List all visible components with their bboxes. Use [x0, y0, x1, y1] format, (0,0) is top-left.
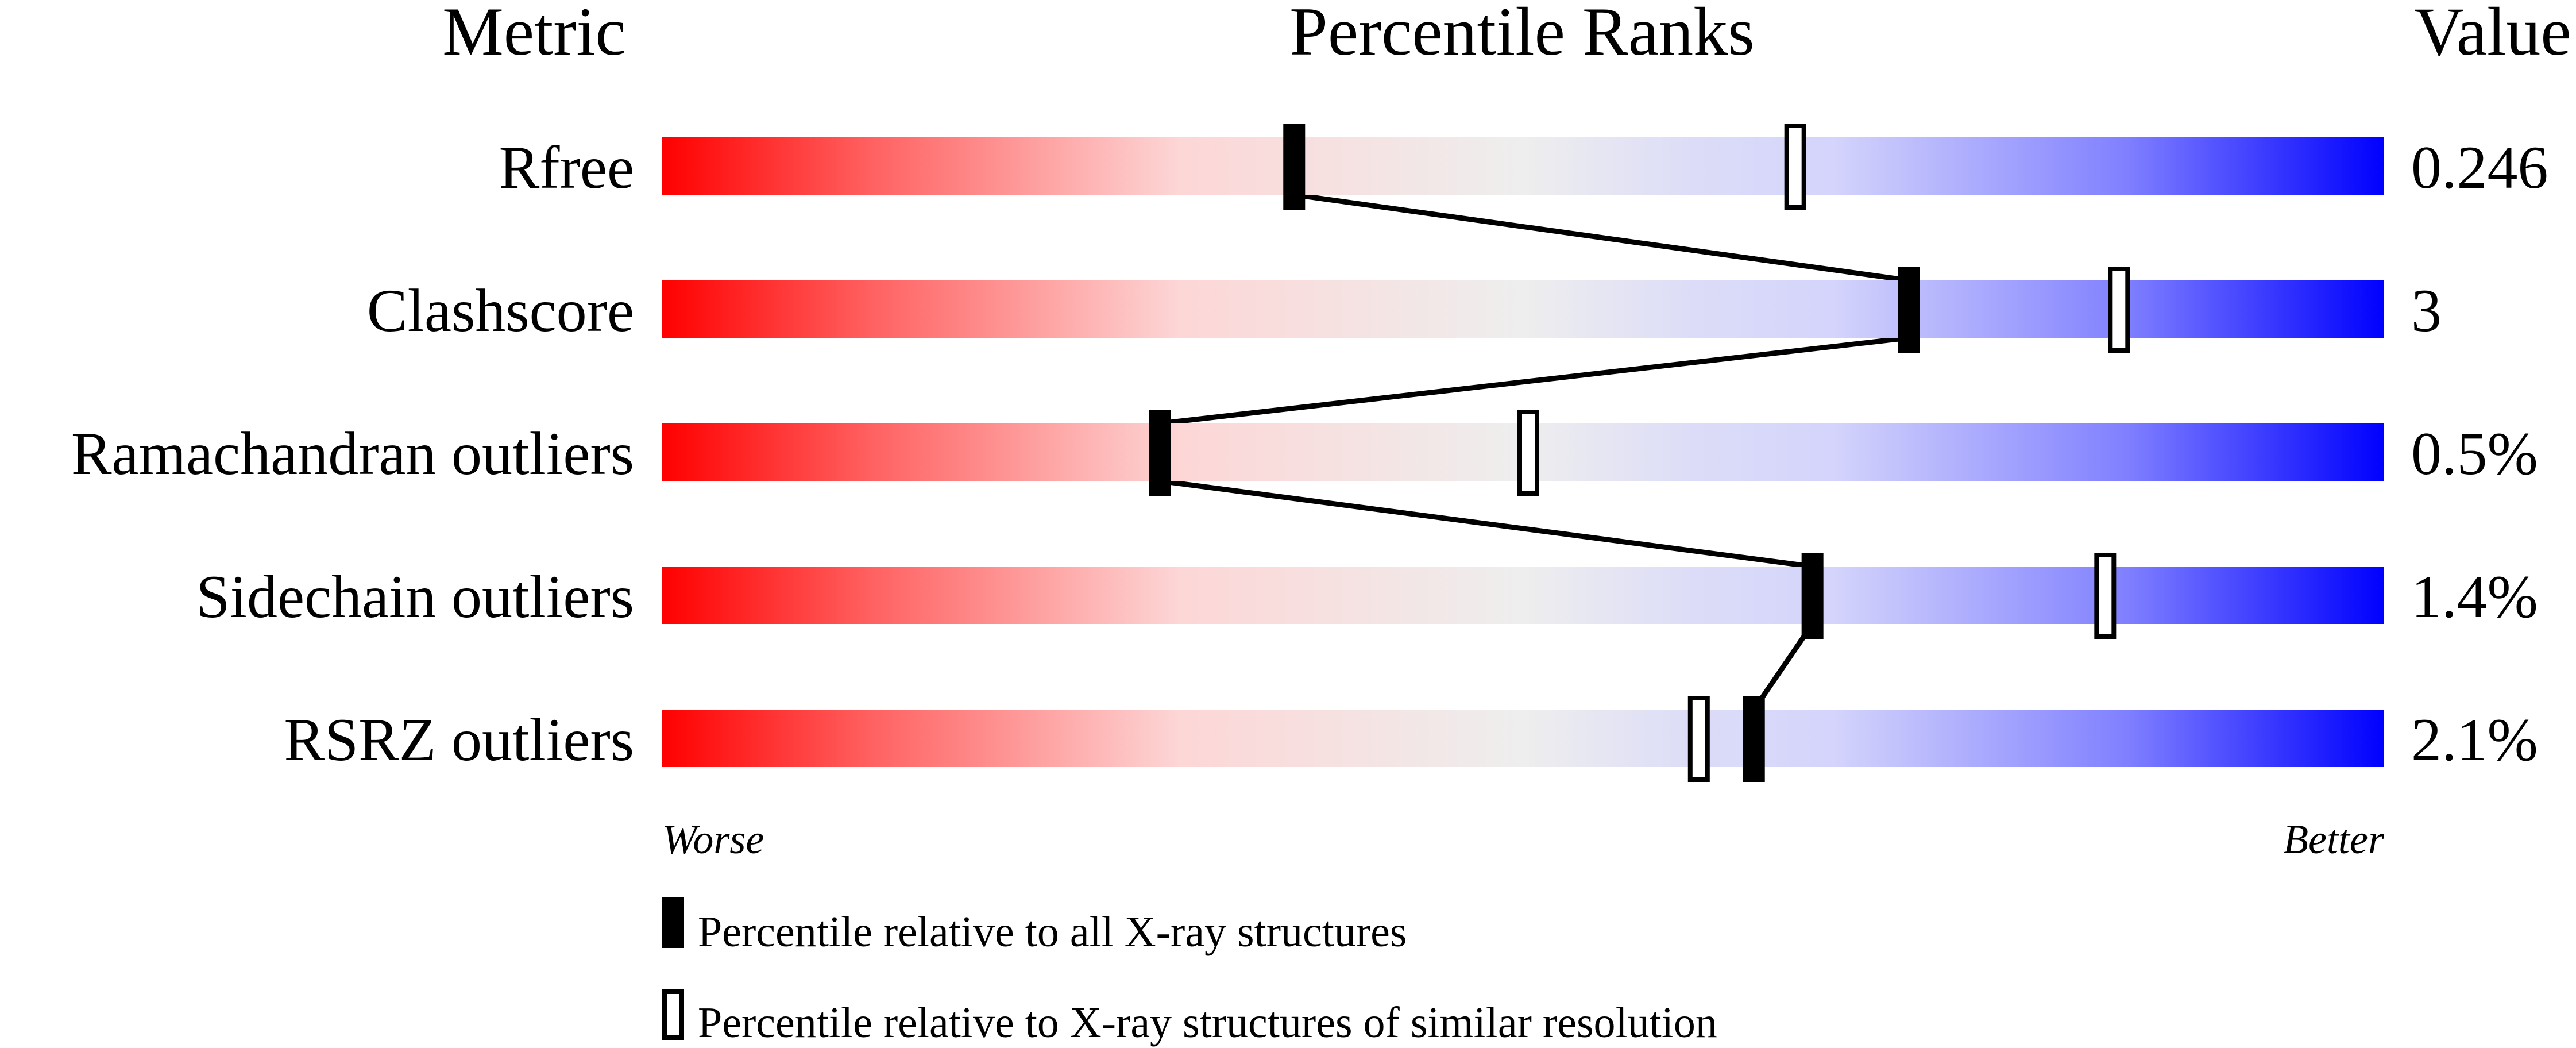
- marker-all-structures: [1283, 124, 1306, 210]
- metric-value: 0.5%: [2411, 420, 2538, 487]
- connector-line: [1159, 478, 1813, 569]
- connector-line: [1293, 192, 1910, 283]
- header-metric: Metric: [442, 0, 626, 70]
- metric-value: 0.246: [2411, 134, 2548, 201]
- legend-filled-marker-icon: [662, 897, 684, 948]
- percentile-bar: [662, 567, 2384, 624]
- marker-similar-resolution: [1517, 410, 1539, 496]
- marker-similar-resolution: [2094, 553, 2117, 639]
- metric-label: RSRZ outliers: [284, 706, 634, 773]
- metric-value: 3: [2411, 277, 2442, 344]
- percentile-bar: [662, 280, 2384, 338]
- legend-open-marker-icon: [662, 989, 684, 1040]
- metric-label: Clashscore: [367, 277, 634, 344]
- axis-label-worse: Worse: [662, 816, 764, 862]
- header-percentile-ranks: Percentile Ranks: [1289, 0, 1755, 70]
- marker-similar-resolution: [2108, 267, 2130, 353]
- metric-label: Ramachandran outliers: [71, 420, 634, 487]
- metric-label: Sidechain outliers: [196, 563, 634, 630]
- metric-value: 2.1%: [2411, 706, 2538, 773]
- legend-all-structures: Percentile relative to all X-ray structu…: [698, 908, 1407, 956]
- marker-similar-resolution: [1784, 124, 1806, 210]
- marker-all-structures: [1743, 696, 1765, 782]
- legend-similar-resolution: Percentile relative to X-ray structures …: [698, 999, 1717, 1047]
- metric-label: Rfree: [499, 134, 634, 201]
- marker-all-structures: [1149, 410, 1171, 496]
- axis-label-better: Better: [2283, 816, 2385, 862]
- percentile-bar: [662, 137, 2384, 195]
- marker-all-structures: [1898, 267, 1920, 353]
- metric-value: 1.4%: [2411, 563, 2538, 630]
- connector-line: [1159, 335, 1910, 426]
- marker-all-structures: [1801, 553, 1824, 639]
- marker-similar-resolution: [1687, 696, 1710, 782]
- header-value: Value: [2414, 0, 2571, 70]
- percentile-bar: [662, 710, 2384, 767]
